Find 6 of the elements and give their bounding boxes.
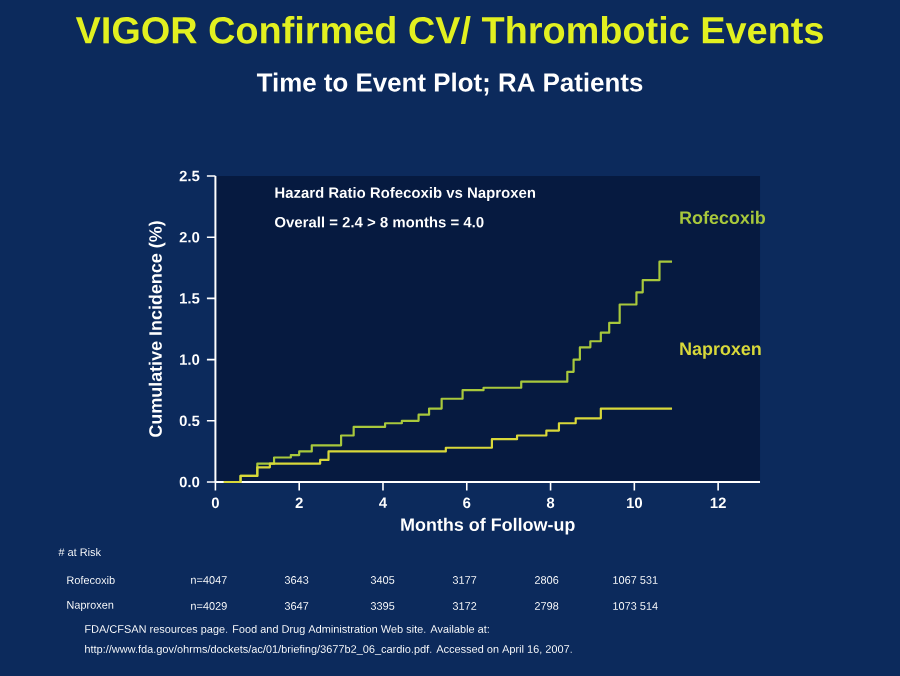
text: Naproxen [680, 342, 761, 359]
x-axis-title: Months of Follow-up [401, 517, 575, 535]
chart-subtitle: Time to Event Plot; RA Patients [256, 72, 643, 96]
text: Rofecoxib [680, 210, 766, 225]
chart-title: VIGOR Confirmed CV/ Thrombotic Events [75, 15, 823, 45]
y-axis-title: Cumulative Incidence (%) [148, 221, 166, 437]
